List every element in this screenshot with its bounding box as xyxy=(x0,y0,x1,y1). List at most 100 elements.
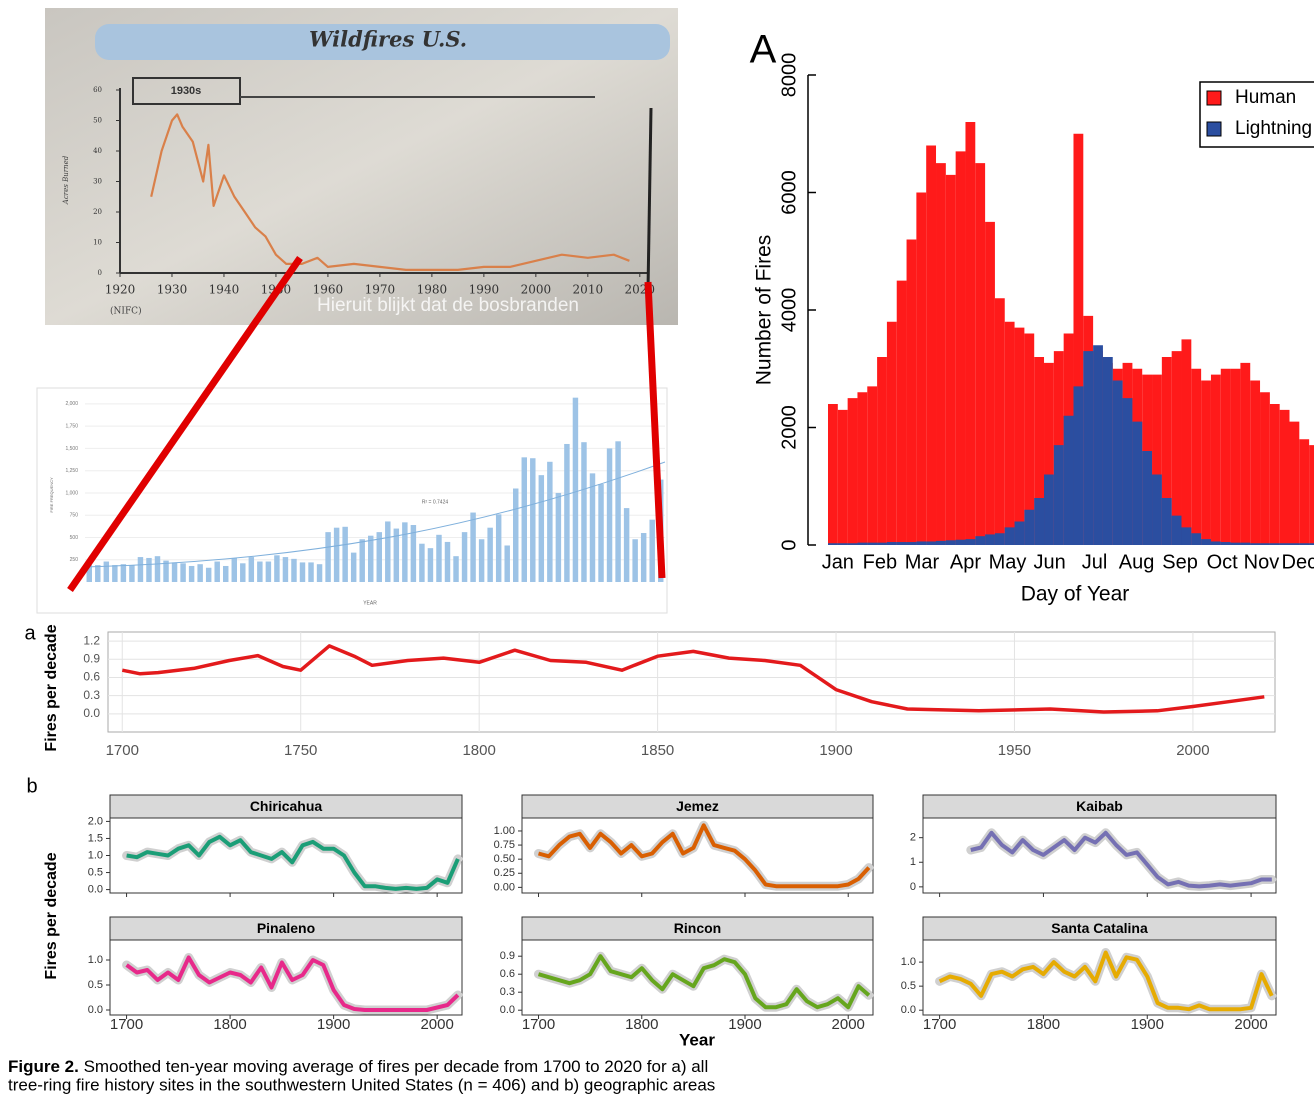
x-tick-label: 1750 xyxy=(284,742,317,759)
bar xyxy=(205,567,212,582)
y-tick-label: 40 xyxy=(93,147,102,155)
bar xyxy=(632,539,638,582)
y-tick-label: 0.5 xyxy=(88,979,103,991)
bar xyxy=(453,556,459,582)
bar xyxy=(291,558,297,582)
book-title: Wildfires U.S. xyxy=(309,27,467,52)
bar xyxy=(623,508,630,582)
bar xyxy=(1181,527,1192,545)
bar xyxy=(1171,351,1182,545)
y-tick-label: 2,000 xyxy=(65,401,78,407)
bar xyxy=(180,563,186,582)
x-tick-label: May xyxy=(989,551,1027,573)
bar xyxy=(896,280,907,545)
y-tick-label: 0.3 xyxy=(500,986,515,998)
bar xyxy=(906,239,917,545)
y-tick-label: 10 xyxy=(93,239,102,247)
bar xyxy=(886,542,897,545)
bar xyxy=(95,565,101,582)
y-axis-title: Fires per decade xyxy=(43,624,60,751)
y-tick-label: 8000 xyxy=(778,53,800,98)
legend-swatch xyxy=(1206,90,1222,106)
y-tick-label: 2 xyxy=(910,832,916,844)
panel-label: A xyxy=(750,28,777,72)
bar xyxy=(1063,415,1074,545)
bar xyxy=(1289,543,1300,545)
bar xyxy=(1279,543,1290,545)
bar xyxy=(1269,543,1280,545)
y-tick-label: 0.6 xyxy=(83,670,100,684)
y-axis-title: FIRE FREQUENCY xyxy=(49,477,54,513)
panel-title: Santa Catalina xyxy=(1051,920,1148,936)
bar xyxy=(530,458,536,582)
bar xyxy=(1309,543,1314,545)
y-axis-title: Number of Fires xyxy=(753,235,776,386)
bar xyxy=(1093,345,1103,545)
title-banner xyxy=(95,24,670,60)
bar xyxy=(649,519,655,582)
bar xyxy=(163,560,169,582)
x-tick-label: 1900 xyxy=(1131,1016,1164,1033)
y-tick-label: 0.75 xyxy=(494,839,515,851)
bar xyxy=(847,543,858,545)
bar xyxy=(1053,445,1064,545)
bar xyxy=(1004,321,1015,545)
bar xyxy=(120,564,127,582)
bar xyxy=(828,543,838,545)
bar xyxy=(248,557,255,582)
bar xyxy=(197,564,203,582)
bar xyxy=(112,565,118,582)
bar xyxy=(847,398,858,545)
bar xyxy=(975,536,986,545)
bar xyxy=(214,561,220,582)
x-tick-label: 2000 xyxy=(832,1016,865,1033)
y-tick-label: 0.9 xyxy=(83,651,100,665)
y-tick-label: 60 xyxy=(93,86,102,94)
bar xyxy=(1201,539,1211,545)
bar xyxy=(1191,533,1202,545)
bar xyxy=(886,321,897,545)
y-tick-label: 250 xyxy=(70,557,79,563)
x-tick-label: Mar xyxy=(905,551,940,573)
bar xyxy=(1073,133,1084,545)
bar xyxy=(1220,542,1231,545)
bar xyxy=(393,528,400,582)
bar xyxy=(538,475,545,582)
data-line xyxy=(121,644,1265,714)
bar xyxy=(857,542,868,545)
bar xyxy=(857,392,868,545)
y-tick-label: 0.6 xyxy=(500,968,515,980)
bar xyxy=(325,532,331,582)
bar xyxy=(589,473,596,582)
y-tick-label: 0.0 xyxy=(901,1004,916,1016)
charts: 0102030405060192019301940195019601970198… xyxy=(65,53,1314,1033)
bar xyxy=(188,565,195,582)
bar xyxy=(837,409,848,545)
bar xyxy=(223,565,229,582)
y-axis-title: Fires per decade xyxy=(43,852,60,979)
bar xyxy=(231,557,237,582)
y-tick-label: 0.9 xyxy=(500,950,515,962)
y-tick-label: 0.0 xyxy=(88,883,103,895)
bar xyxy=(1260,392,1270,545)
y-axis-title: Acres Burned xyxy=(62,155,70,205)
y-tick-label: 1.2 xyxy=(83,633,100,647)
x-tick-label: 2000 xyxy=(1234,1016,1267,1033)
x-tick-label: 2000 xyxy=(521,283,552,297)
bar xyxy=(154,556,161,582)
x-tick-label: 1920 xyxy=(105,283,136,297)
bar xyxy=(86,565,92,582)
bar xyxy=(837,543,848,545)
x-tick-label: Aug xyxy=(1119,551,1155,573)
bar xyxy=(1044,362,1054,545)
bar xyxy=(581,442,587,582)
bar xyxy=(828,404,838,545)
x-tick-label: 1990 xyxy=(469,283,500,297)
bar xyxy=(350,552,357,582)
x-tick-label: Dec xyxy=(1282,551,1314,573)
bar xyxy=(137,557,144,582)
bar xyxy=(487,527,493,582)
bar xyxy=(1112,380,1123,545)
y-tick-label: 1.0 xyxy=(901,956,916,968)
bar xyxy=(1220,368,1231,545)
